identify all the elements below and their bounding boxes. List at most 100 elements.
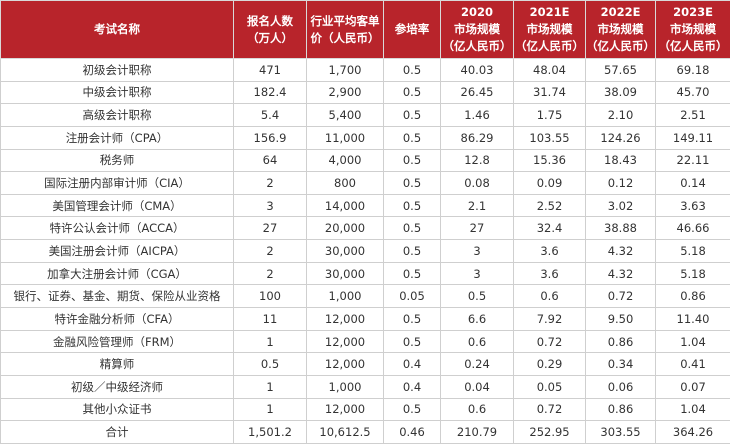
- cell: 11: [233, 307, 307, 331]
- row-label: 特许公认会计师（ACCA）: [0, 216, 234, 241]
- cell: 64: [233, 148, 307, 173]
- cell: 2.52: [513, 193, 586, 218]
- cell: 0.06: [585, 374, 656, 399]
- cell: 0.04: [440, 374, 514, 399]
- cell: 0.34: [585, 352, 656, 376]
- table-row: 中级会计职称 182.4 2,900 0.5 26.45 31.74 38.09 45.70: [0, 80, 730, 105]
- table-body: 初级会计职称 471 1,700 0.5 40.03 48.04 57.65 69.18 中级会…: [0, 58, 730, 444]
- cell: 364.26: [655, 420, 730, 444]
- cell: 3.6: [513, 239, 586, 263]
- cell: 0.5: [383, 193, 441, 218]
- row-label: 银行、证券、基金、期货、保险从业资格: [0, 284, 234, 309]
- cell: 30,000: [306, 239, 384, 263]
- cell: 3.6: [513, 261, 586, 286]
- cell: 0.29: [513, 352, 586, 376]
- cell: 46.66: [655, 216, 730, 241]
- header-cell: 行业平均客单 价（人民币）: [306, 0, 384, 59]
- cell: 0.5: [383, 103, 441, 127]
- row-label: 美国管理会计师（CMA）: [0, 193, 234, 218]
- cell: 800: [306, 171, 384, 195]
- cell: 0.86: [585, 329, 656, 354]
- header-cell: 2023E 市场规模 （亿人民币）: [655, 0, 730, 59]
- header-text: 报名人数: [247, 13, 293, 28]
- cell: 0.5: [233, 352, 307, 376]
- cell: 0.6: [440, 329, 514, 354]
- cell: 0.5: [383, 58, 441, 82]
- cell: 1,000: [306, 284, 384, 309]
- cell: 3: [440, 239, 514, 263]
- cell: 3.02: [585, 193, 656, 218]
- cell: 1: [233, 397, 307, 422]
- header-text: （亿人民币）: [442, 39, 512, 53]
- cell: 2.1: [440, 193, 514, 218]
- cell: 12.8: [440, 148, 514, 173]
- table-row: 银行、证券、基金、期货、保险从业资格 100 1,000 0.05 0.5 0.6 0.72…: [0, 284, 730, 309]
- cell: 0.5: [383, 307, 441, 331]
- row-label: 初级／中级经济师: [0, 374, 234, 399]
- cell: 149.11: [655, 125, 730, 150]
- cell: 27: [233, 216, 307, 241]
- cell: 9.50: [585, 307, 656, 331]
- cell: 0.72: [513, 329, 586, 354]
- cell: 252.95: [513, 420, 586, 444]
- cell: 22.11: [655, 148, 730, 173]
- cell: 86.29: [440, 125, 514, 150]
- cell: 0.5: [383, 216, 441, 241]
- cell: 182.4: [233, 80, 307, 105]
- cell: 0.24: [440, 352, 514, 376]
- cell: 0.86: [655, 284, 730, 309]
- header-text: 市场规模: [526, 22, 573, 36]
- header-text: 2022E: [600, 5, 641, 19]
- cell: 40.03: [440, 58, 514, 82]
- cell: 5.18: [655, 261, 730, 286]
- cell: 1,501.2: [233, 420, 307, 444]
- cell: 471: [233, 58, 307, 82]
- header-text: 市场规模: [597, 22, 644, 36]
- row-label: 金融风险管理师（FRM）: [0, 329, 234, 354]
- row-label: 国际注册内部审计师（CIA）: [0, 171, 234, 195]
- cell: 12,000: [306, 329, 384, 354]
- cell: 45.70: [655, 80, 730, 105]
- cell: 2: [233, 261, 307, 286]
- cell: 0.46: [383, 420, 441, 444]
- cell: 6.6: [440, 307, 514, 331]
- row-label: 其他小众证书: [0, 397, 234, 422]
- cell: 1.46: [440, 103, 514, 127]
- header-text: （亿人民币）: [658, 39, 728, 53]
- cell: 0.5: [383, 125, 441, 150]
- row-label: 特许金融分析师（CFA）: [0, 307, 234, 331]
- table-row: 精算师 0.5 12,000 0.4 0.24 0.29 0.34 0.41: [0, 352, 730, 376]
- cell: 303.55: [585, 420, 656, 444]
- row-label: 税务师: [0, 148, 234, 173]
- header-text: 2020: [460, 5, 493, 19]
- table-row: 合计 1,501.2 10,612.5 0.46 210.79 252.95 303.55 3…: [0, 420, 730, 444]
- cell: 0.12: [585, 171, 656, 195]
- header-cell: 考试名称: [0, 0, 234, 59]
- cell: 100: [233, 284, 307, 309]
- cell: 4.32: [585, 261, 656, 286]
- cell: 69.18: [655, 58, 730, 82]
- cell: 0.07: [655, 374, 730, 399]
- cell: 0.4: [383, 374, 441, 399]
- cell: 3: [233, 193, 307, 218]
- cell: 3.63: [655, 193, 730, 218]
- header-text: （亿人民币）: [586, 39, 655, 53]
- header-cell: 参培率: [383, 0, 441, 59]
- cell: 0.6: [440, 397, 514, 422]
- header-text: 2021E: [529, 5, 570, 19]
- cell: 0.41: [655, 352, 730, 376]
- table-row: 特许公认会计师（ACCA） 27 20,000 0.5 27 32.4 38.88 46.66: [0, 216, 730, 241]
- header-text: 市场规模: [454, 22, 500, 36]
- cell: 0.09: [513, 171, 586, 195]
- cell: 12,000: [306, 307, 384, 331]
- header-cell: 报名人数 （万人）: [233, 0, 307, 59]
- row-label: 合计: [0, 420, 234, 444]
- cell: 1.04: [655, 329, 730, 354]
- cell: 0.05: [513, 374, 586, 399]
- cell: 0.5: [383, 329, 441, 354]
- table-row: 高级会计职称 5.4 5,400 0.5 1.46 1.75 2.10 2.51: [0, 103, 730, 127]
- cell: 0.5: [383, 261, 441, 286]
- cell: 4,000: [306, 148, 384, 173]
- row-label: 精算师: [0, 352, 234, 376]
- cell: 11.40: [655, 307, 730, 331]
